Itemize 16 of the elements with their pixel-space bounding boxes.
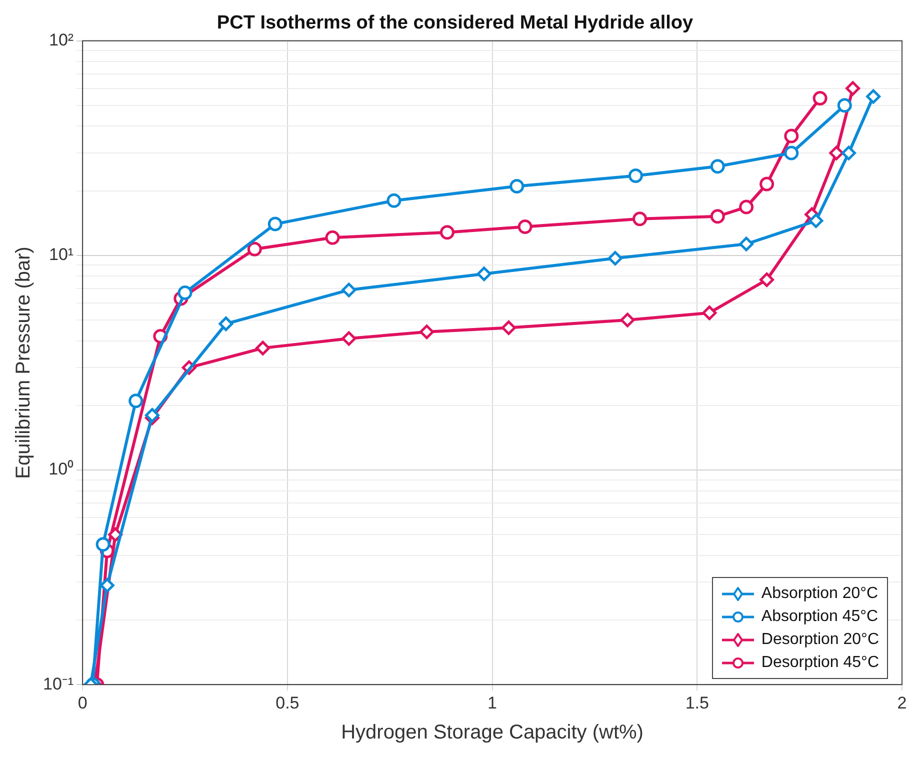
legend-label: Desorption 20°C — [761, 630, 879, 650]
x-tick-label: 1.5 — [685, 693, 709, 712]
legend-label: Absorption 20°C — [761, 584, 878, 604]
y-tick-label: 10¹ — [48, 245, 74, 264]
legend-label: Desorption 45°C — [761, 653, 879, 673]
legend-label: Absorption 45°C — [761, 607, 878, 627]
x-axis-title: Hydrogen Storage Capacity (wt%) — [341, 722, 644, 744]
y-tick-label: 10⁰ — [48, 460, 74, 479]
y-axis-title: Equilibrium Pressure (bar) — [12, 246, 35, 479]
x-tick-label: 0.5 — [276, 693, 300, 712]
x-tick-label: 0 — [78, 693, 88, 712]
x-tick-label: 2 — [897, 693, 907, 712]
y-tick-label: 10⁻¹ — [42, 674, 74, 694]
y-tick-label: 10² — [48, 30, 74, 50]
chart-title: PCT Isotherms of the considered Metal Hydride alloy — [216, 12, 694, 34]
x-tick-label: 1 — [488, 693, 498, 712]
